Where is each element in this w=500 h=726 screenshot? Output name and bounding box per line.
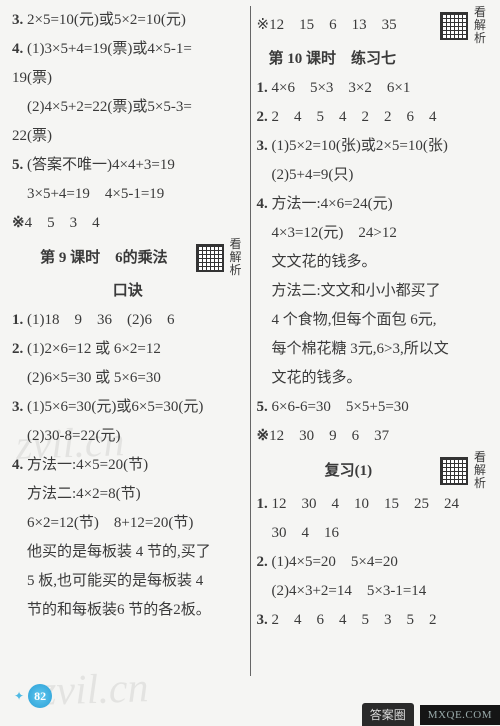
qr-block-1: 看解析 xyxy=(196,238,244,277)
rv-q1a: 1. 12 30 4 10 15 25 24 xyxy=(257,490,489,519)
s9-q4c: 6×2=12(节) 8+12=20(节) xyxy=(12,509,244,538)
section-9-title: 第 9 课时 6的乘法 xyxy=(12,245,196,271)
rv-q2b: (2)4×3+2=14 5×3-1=14 xyxy=(257,577,489,606)
rv-q3: 3. 2 4 6 4 5 3 5 2 xyxy=(257,606,489,635)
footer-site: MXQE.COM xyxy=(420,705,500,725)
page-number: 82 xyxy=(28,684,52,708)
footer-right: 答案圈 MXQE.COM xyxy=(362,703,500,726)
section-9-sub: 口诀 xyxy=(12,277,244,306)
s10-q5: 5. 6×6-6=30 5×5+5=30 xyxy=(257,393,489,422)
s10-q4a: 4. 方法一:4×6=24(元) xyxy=(257,190,489,219)
s10-q4g: 文花的钱多。 xyxy=(257,364,489,393)
s9-q3a: 3. (1)5×6=30(元)或6×5=30(元) xyxy=(12,393,244,422)
s10-q4e: 4 个食物,但每个面包 6元, xyxy=(257,306,489,335)
q4-1a: 4. (1)3×5+4=19(票)或4×5-1= xyxy=(12,35,244,64)
s10-q4c: 文文花的钱多。 xyxy=(257,248,489,277)
column-divider xyxy=(250,6,251,676)
q5a: 5. (答案不唯一)4×4+3=19 xyxy=(12,151,244,180)
s9-q2a: 2. (1)2×6=12 或 6×2=12 xyxy=(12,335,244,364)
q4-2b: 22(票) xyxy=(12,122,244,151)
qr-icon xyxy=(440,457,468,485)
left-column: 3. 2×5=10(元)或5×2=10(元)4. (1)3×5+4=19(票)或… xyxy=(8,6,248,676)
qr-icon xyxy=(196,244,224,272)
s9-q3b: (2)30-8=22(元) xyxy=(12,422,244,451)
rv-q2a: 2. (1)4×5=20 5×4=20 xyxy=(257,548,489,577)
right-preline: ※12 15 6 13 35 xyxy=(257,11,441,40)
right-pre-row: ※12 15 6 13 35 看解析 xyxy=(257,6,489,45)
s10-q4f: 每个棉花糖 3元,6>3,所以文 xyxy=(257,335,489,364)
s9-q4e: 5 板,也可能买的是每板装 4 xyxy=(12,567,244,596)
footer-badge: 答案圈 xyxy=(362,703,414,726)
qr-label: 看解析 xyxy=(474,6,488,45)
review-header: 复习(1) 看解析 xyxy=(257,451,489,490)
s10-q4b: 4×3=12(元) 24>12 xyxy=(257,219,489,248)
q3: 3. 2×5=10(元)或5×2=10(元) xyxy=(12,6,244,35)
extra-1: ※4 5 3 4 xyxy=(12,209,244,238)
section-10-title: 第 10 课时 练习七 xyxy=(257,45,489,74)
s9-q4f: 节的和每板装6 节的各2板。 xyxy=(12,596,244,625)
s9-q4a: 4. 方法一:4×5=20(节) xyxy=(12,451,244,480)
q4-2a: (2)4×5+2=22(票)或5×5-3= xyxy=(12,93,244,122)
section-9-header: 第 9 课时 6的乘法 看解析 xyxy=(12,238,244,277)
qr-label: 看解析 xyxy=(230,238,244,277)
s9-q4d: 他买的是每板装 4 节的,买了 xyxy=(12,538,244,567)
qr-block-3: 看解析 xyxy=(440,451,488,490)
s10-q3a: 3. (1)5×2=10(张)或2×5=10(张) xyxy=(257,132,489,161)
right-column: ※12 15 6 13 35 看解析 第 10 课时 练习七 1. 4×6 5×… xyxy=(253,6,493,676)
s10-q4d: 方法二:文文和小小都买了 xyxy=(257,277,489,306)
qr-icon xyxy=(440,12,468,40)
s10-extra: ※12 30 9 6 37 xyxy=(257,422,489,451)
s9-q4b: 方法二:4×2=8(节) xyxy=(12,480,244,509)
qr-block-2: 看解析 xyxy=(440,6,488,45)
review-title: 复习(1) xyxy=(257,458,441,484)
rv-q1b: 30 4 16 xyxy=(257,519,489,548)
s9-q2b: (2)6×5=30 或 5×6=30 xyxy=(12,364,244,393)
s10-q3b: (2)5+4=9(只) xyxy=(257,161,489,190)
page-number-block: ✦ 82 xyxy=(14,684,52,708)
qr-label: 看解析 xyxy=(474,451,488,490)
s10-q1: 1. 4×6 5×3 3×2 6×1 xyxy=(257,74,489,103)
star-icon: ✦ xyxy=(14,689,24,704)
q4-1b: 19(票) xyxy=(12,64,244,93)
s10-q2: 2. 2 4 5 4 2 2 6 4 xyxy=(257,103,489,132)
q5b: 3×5+4=19 4×5-1=19 xyxy=(12,180,244,209)
s9-q1: 1. (1)18 9 36 (2)6 6 xyxy=(12,306,244,335)
